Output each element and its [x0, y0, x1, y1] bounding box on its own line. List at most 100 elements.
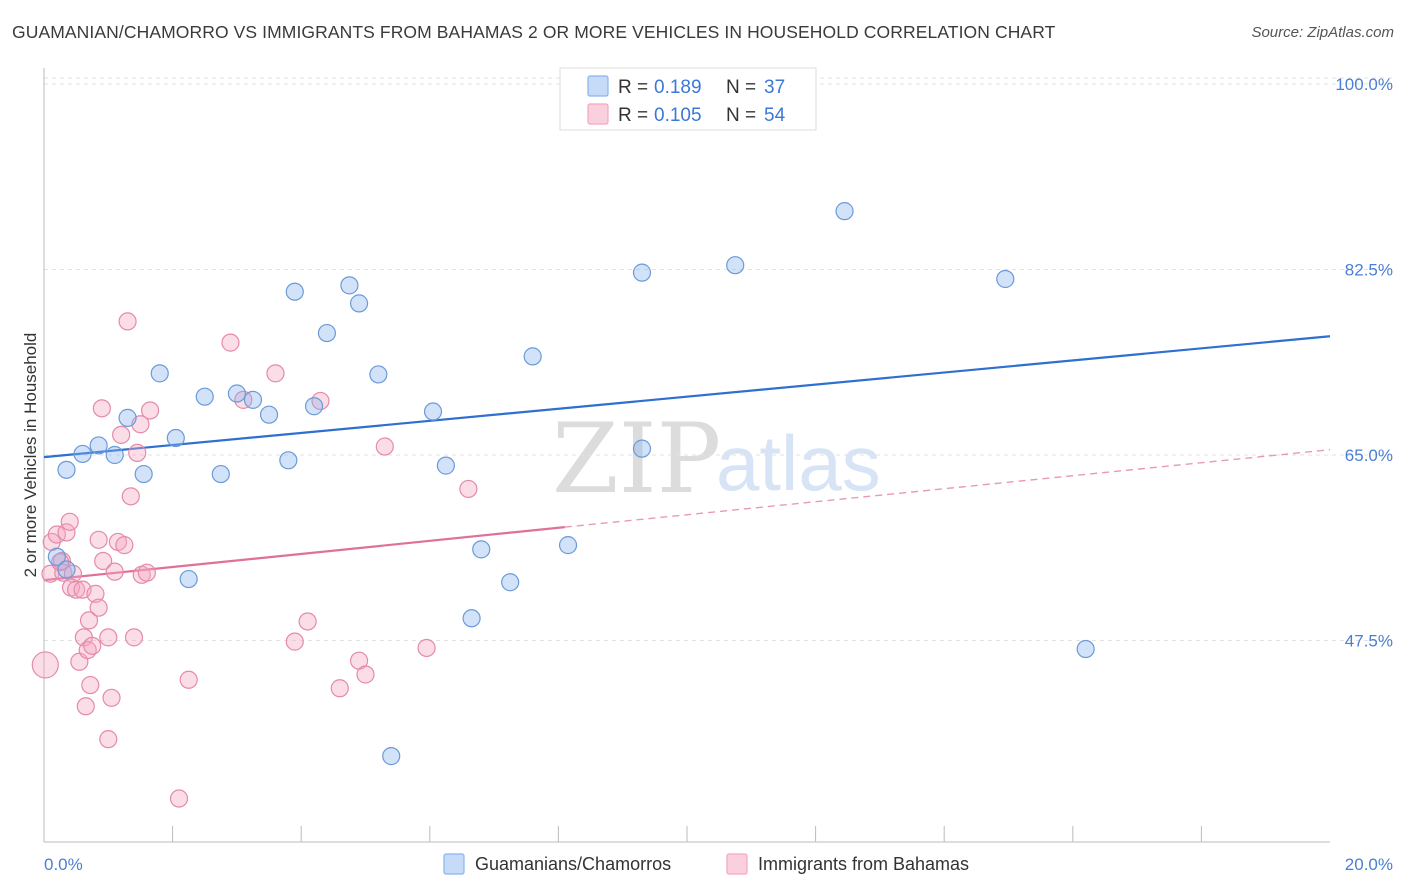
- point-guamanians: [423, 402, 443, 421]
- point-bahamas: [140, 401, 160, 420]
- point-bahamas: [118, 312, 137, 331]
- legend-n-value-2: 54: [764, 105, 786, 126]
- point-bahamas: [417, 638, 436, 658]
- y-tick-label: 47.5%: [1345, 632, 1393, 651]
- point-guamanians: [166, 428, 185, 448]
- point-guamanians: [996, 269, 1015, 289]
- top-legend: R = 0.189 N = 37 R = 0.105 N = 54: [559, 67, 817, 131]
- point-bahamas: [115, 536, 134, 555]
- point-guamanians: [279, 451, 298, 470]
- point-guamanians: [105, 445, 124, 465]
- point-bahamas: [356, 665, 375, 684]
- point-bahamas: [79, 611, 99, 630]
- point-bahamas: [89, 598, 108, 617]
- watermark-zip: ZIP: [552, 403, 721, 515]
- legend-n-value-1: 37: [764, 77, 785, 98]
- point-bahamas: [86, 584, 105, 603]
- point-bahamas: [54, 563, 73, 582]
- bottom-legend-swatch-bahamas: [726, 853, 748, 875]
- watermark-atlas: atlas: [716, 419, 881, 507]
- point-guamanians: [472, 540, 491, 559]
- x-tick-label: 20.0%: [1345, 855, 1393, 874]
- point-guamanians: [632, 263, 652, 282]
- point-bahamas: [83, 636, 102, 655]
- point-bahamas: [124, 628, 144, 647]
- trend-lines: [43, 335, 1331, 582]
- point-guamanians: [501, 573, 520, 592]
- point-guamanians: [211, 464, 230, 484]
- point-bahamas: [266, 364, 285, 383]
- point-bahamas: [76, 697, 95, 716]
- point-guamanians: [340, 276, 359, 295]
- axes: [43, 68, 1330, 843]
- point-bahamas: [459, 479, 478, 499]
- trend-line-guamanians: [43, 335, 1331, 459]
- point-bahamas: [57, 523, 76, 542]
- point-bahamas: [330, 679, 349, 698]
- legend-swatch-guamanians: [587, 75, 609, 97]
- legend-n-label-1: N =: [726, 77, 756, 98]
- point-guamanians: [47, 547, 66, 566]
- point-bahamas: [105, 562, 124, 581]
- chart-title: GUAMANIAN/CHAMORRO VS IMMIGRANTS FROM BA…: [12, 22, 1056, 42]
- legend-n-label-2: N =: [726, 105, 756, 126]
- point-guamanians: [382, 747, 401, 766]
- point-bahamas: [60, 512, 79, 531]
- point-guamanians: [179, 569, 198, 589]
- point-bahamas: [94, 551, 113, 571]
- point-bahamas: [112, 425, 131, 444]
- point-guamanians: [835, 202, 854, 221]
- point-bahamas: [99, 730, 118, 749]
- point-bahamas: [298, 612, 317, 631]
- point-guamanians: [558, 536, 578, 555]
- point-guamanians: [436, 456, 455, 475]
- bottom-legend-swatch-guamanians: [443, 853, 465, 875]
- y-tick-label: 100.0%: [1335, 75, 1393, 94]
- point-bahamas: [81, 675, 100, 695]
- point-bahamas: [221, 333, 240, 352]
- legend-swatch-bahamas: [587, 103, 609, 125]
- point-guamanians: [243, 390, 263, 409]
- x-tick-label: 0.0%: [44, 855, 83, 874]
- point-guamanians: [195, 387, 214, 406]
- point-bahamas: [137, 563, 156, 582]
- point-guamanians: [1076, 639, 1095, 659]
- point-guamanians: [118, 408, 137, 427]
- y-axis-label: 2 or more Vehicles in Household: [21, 333, 40, 578]
- point-guamanians: [317, 323, 337, 343]
- legend-r-label-1: R =: [618, 77, 648, 98]
- point-guamanians: [349, 294, 369, 313]
- point-guamanians: [259, 405, 279, 424]
- bottom-legend-label-guamanians: Guamanians/Chamorros: [475, 854, 671, 874]
- gridlines: [44, 77, 1394, 642]
- point-guamanians: [134, 464, 153, 484]
- point-bahamas: [89, 530, 108, 549]
- point-guamanians: [57, 560, 76, 579]
- trend-line-bahamas-extension: [564, 449, 1331, 528]
- point-bahamas: [128, 443, 147, 462]
- point-bahamas: [121, 487, 140, 506]
- y-tick-label: 65.0%: [1345, 446, 1393, 465]
- point-bahamas: [375, 437, 394, 456]
- point-bahamas: [92, 399, 111, 418]
- point-bahamas: [99, 628, 118, 647]
- data-points: [31, 202, 1095, 808]
- y-tick-label: 82.5%: [1345, 260, 1393, 279]
- tick-labels: 47.5% 65.0% 82.5% 100.0% 0.0% 20.0%: [44, 75, 1393, 874]
- point-bahamas: [50, 552, 70, 572]
- trend-line-bahamas: [43, 526, 565, 582]
- bottom-legend-label-bahamas: Immigrants from Bahamas: [758, 854, 969, 874]
- point-guamanians: [89, 436, 108, 455]
- point-guamanians: [285, 282, 304, 301]
- legend-r-label-2: R =: [618, 105, 648, 126]
- point-guamanians: [150, 364, 169, 383]
- point-bahamas: [285, 632, 304, 651]
- point-guamanians: [73, 444, 92, 464]
- source-credit: Source: ZipAtlas.com: [1251, 24, 1394, 41]
- legend-r-value-1: 0.189: [654, 77, 702, 98]
- legend-r-value-2: 0.105: [654, 105, 702, 126]
- point-guamanians: [57, 460, 76, 479]
- point-bahamas: [169, 789, 189, 808]
- point-bahamas: [31, 651, 59, 679]
